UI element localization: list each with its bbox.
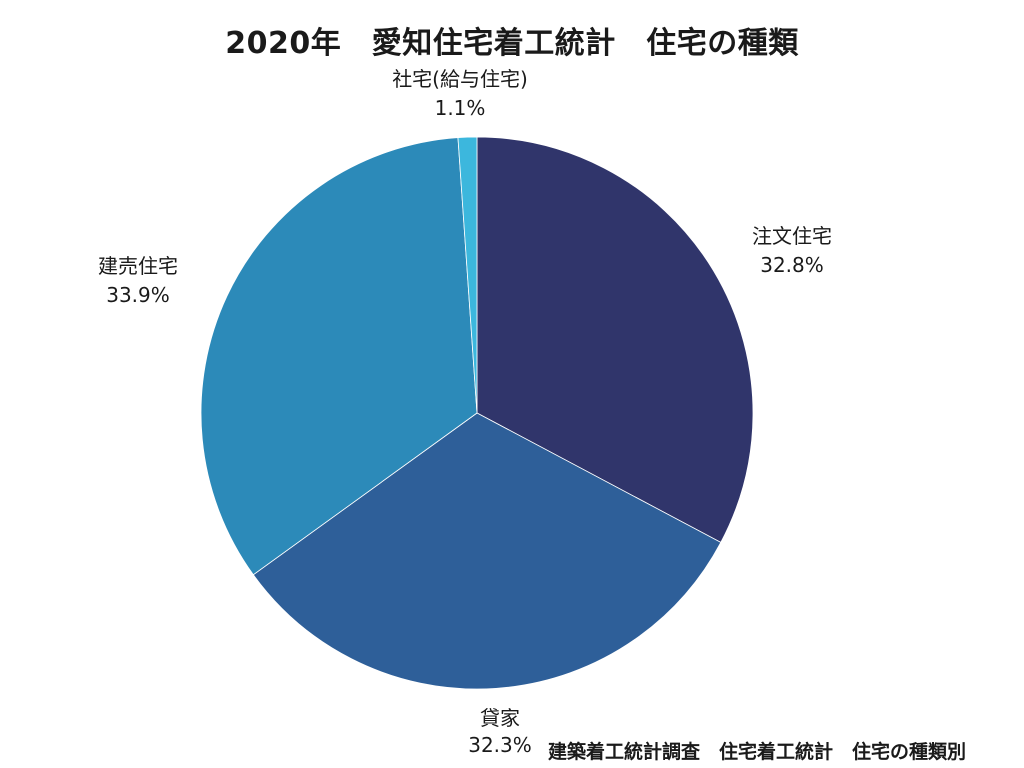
slice-value-label-3: 33.9% [106,283,170,307]
pie-slice-4 [457,136,478,414]
slice-label-4: 社宅(給与住宅) [392,67,528,91]
source-note: 建築着工統計調査 住宅着工統計 住宅の種類別 [548,741,967,763]
pie-slice-1 [476,136,754,543]
slice-label-3: 建売住宅 [98,254,178,278]
slice-labels: 注文住宅 32.8% 貸家 32.3% 建売住宅 33.9% 社宅(給与住宅) 1.1% [98,67,832,757]
pie-slice-2 [252,412,722,690]
slice-value-label-1: 32.8% [760,253,824,277]
slice-label-1: 注文住宅 [752,224,832,248]
slice-value-label-2: 32.3% [468,733,532,757]
chart-title: 2020年 愛知住宅着工統計 住宅の種類 [225,26,799,61]
slice-value-label-4: 1.1% [435,96,486,120]
pie-slices [200,136,754,690]
slice-label-2: 貸家 [480,706,520,730]
pie-slice-3 [200,137,478,576]
